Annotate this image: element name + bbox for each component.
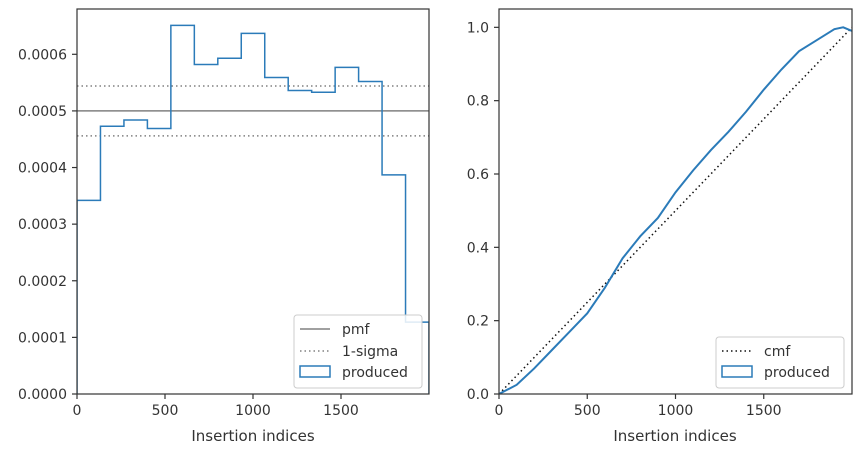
- x-tick-label: 500: [574, 403, 601, 419]
- x-tick-label: 1000: [235, 403, 271, 419]
- cmf-line: [499, 26, 852, 394]
- y-tick-label: 1.0: [467, 20, 489, 36]
- y-tick-label: 0.0: [467, 387, 489, 403]
- produced-histogram-step: [77, 24, 429, 394]
- legend: cmf produced: [715, 336, 845, 389]
- y-tick-label: 0.0000: [18, 387, 67, 403]
- x-tick-label: 0: [73, 403, 82, 419]
- y-ticks: 0.0000 0.0001 0.0002 0.0003 0.0004 0.0005 0.00…: [18, 47, 77, 403]
- reference-lines: [77, 85, 429, 137]
- legend: pmf 1-sigma produced: [293, 314, 423, 389]
- y-tick-label: 0.4: [467, 240, 489, 256]
- x-axis-label: Insertion indices: [613, 427, 736, 445]
- x-tick-label: 500: [152, 403, 179, 419]
- cumulative-panel: 0 500 1000 1500 0.0 0.2 0.4 0.6 0.8 1.0 Insertio…: [467, 8, 853, 445]
- y-tick-label: 0.0005: [18, 104, 67, 120]
- x-tick-label: 0: [495, 403, 504, 419]
- y-tick-label: 0.0006: [18, 47, 67, 63]
- y-tick-label: 0.0004: [18, 161, 67, 177]
- x-ticks: 0 500 1000 1500: [495, 394, 782, 419]
- x-tick-label: 1500: [323, 403, 359, 419]
- y-tick-label: 0.2: [467, 314, 489, 330]
- y-tick-label: 0.6: [467, 167, 489, 183]
- y-tick-label: 0.8: [467, 94, 489, 110]
- x-tick-label: 1500: [746, 403, 782, 419]
- legend-sigma-label: 1-sigma: [342, 344, 398, 360]
- legend-cmf-label: cmf: [764, 344, 791, 360]
- histogram-panel: 0 500 1000 1500 0.00000.00010.00020.00030.0…: [18, 8, 430, 445]
- legend-produced-label: produced: [342, 365, 408, 381]
- plot-area: [499, 26, 852, 394]
- x-ticks: 0 500 1000 1500: [73, 394, 359, 419]
- y-tick-label: 0.0002: [18, 274, 67, 290]
- legend-box: [715, 336, 845, 389]
- legend-produced-swatch: [721, 365, 753, 378]
- produced-line: [499, 26, 852, 394]
- plot-area: [77, 24, 429, 394]
- legend-produced-swatch: [299, 365, 331, 378]
- legend-pmf-label: pmf: [342, 322, 371, 338]
- y-tick-label: 0.0001: [18, 330, 67, 346]
- legend-produced-label: produced: [764, 365, 830, 381]
- x-axis-label: Insertion indices: [191, 427, 314, 445]
- y-tick-label: 0.0003: [18, 217, 67, 233]
- x-tick-label: 1000: [658, 403, 694, 419]
- legend-box: [293, 314, 423, 389]
- y-ticks: 0.0 0.2 0.4 0.6 0.8 1.0: [467, 20, 499, 403]
